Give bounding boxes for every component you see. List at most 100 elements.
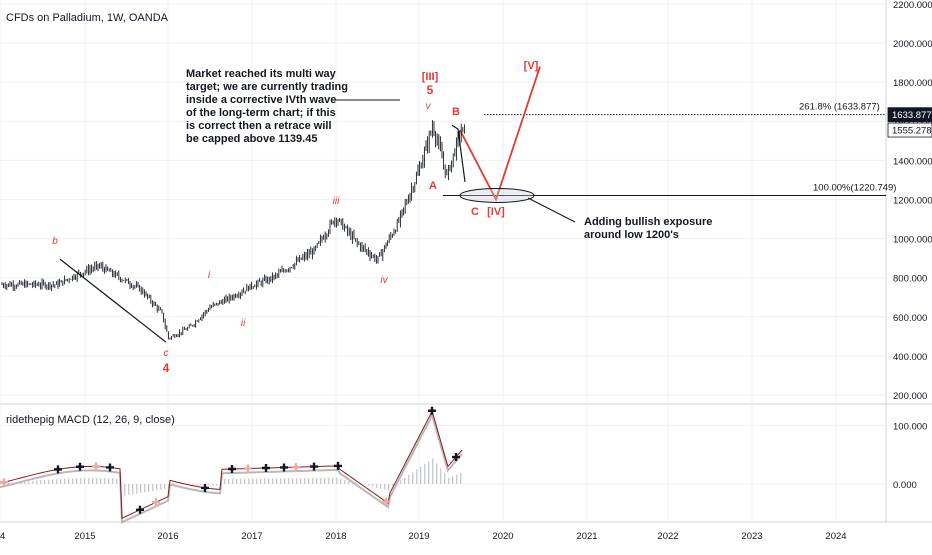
macd-histogram-bar: [392, 484, 393, 486]
price-tick-label: 2000.000: [893, 39, 932, 50]
time-tick-label: 2023: [741, 531, 762, 542]
macd-cross-marker: [244, 465, 252, 473]
macd-line: [0, 411, 462, 518]
drawings-layer: [60, 67, 886, 343]
macd-histogram-bar: [320, 478, 321, 484]
macd-histogram-bar: [88, 478, 89, 484]
macd-histogram-bar: [340, 479, 341, 484]
macd-histogram-bar: [456, 475, 457, 484]
macd-histogram-bar: [280, 478, 281, 484]
macd-histogram-bar: [48, 480, 49, 484]
wave-label: [III]: [422, 71, 439, 83]
macd-histogram-bar: [296, 478, 297, 484]
macd-histogram-bar: [416, 469, 417, 484]
note-line: be capped above 1139.45: [186, 133, 348, 146]
macd-histogram-bar: [140, 484, 141, 493]
macd-histogram-bar: [132, 484, 133, 494]
macd-histogram-bar: [388, 484, 389, 491]
macd-histogram-bar: [56, 479, 57, 484]
macd-cross-marker: [228, 465, 236, 473]
macd-tick-label: 100.000: [893, 421, 927, 432]
price-tick-label: 1200.000: [893, 196, 932, 207]
macd-histogram-bar: [276, 478, 277, 484]
macd-histogram-bar: [200, 484, 201, 485]
macd-histogram-bar: [100, 478, 101, 484]
wave-label: [IV]: [487, 206, 505, 218]
wave-label: B: [452, 106, 460, 118]
macd-histogram-bar: [96, 478, 97, 484]
macd-cross-marker: [76, 463, 84, 471]
fib-100-label: 100.00%(1220.749): [813, 182, 896, 193]
macd-histogram-bar: [368, 484, 369, 486]
macd-histogram-bar: [328, 478, 329, 484]
macd-histogram-bar: [424, 464, 425, 484]
macd-histogram-bar: [164, 484, 165, 489]
trend-line-b-c: [60, 259, 166, 342]
wave-label: iv: [380, 275, 388, 286]
price-tick-label: 800.000: [893, 274, 927, 285]
macd-cross-marker: [428, 407, 436, 415]
macd-histogram-bar: [408, 475, 409, 484]
macd-histogram-bar: [208, 484, 209, 485]
grid-layer: [0, 0, 886, 522]
macd-cross-marker: [280, 463, 288, 471]
wave-label: v: [426, 101, 432, 112]
wave-label: ii: [241, 318, 246, 329]
macd-histogram-bar: [412, 472, 413, 484]
macd-histogram-bar: [64, 479, 65, 484]
macd-histogram-bar: [112, 478, 113, 484]
time-tick-label: 2021: [576, 531, 597, 542]
wave-label: A: [429, 180, 437, 192]
note-line: target; we are currently trading: [186, 81, 348, 94]
time-tick-label: 2015: [74, 531, 95, 542]
note-line: of the long-term chart; if this: [186, 107, 348, 120]
price-tick-label: 600.000: [893, 313, 927, 324]
macd-histogram-bar: [372, 484, 373, 487]
macd-histogram-bar: [136, 484, 137, 494]
time-tick-label: 2017: [241, 531, 262, 542]
macd-histogram-bar: [428, 461, 429, 484]
price-tick-label: 1800.000: [893, 78, 932, 89]
price-tick-label: 200.000: [893, 391, 927, 402]
macd-histogram-bar: [76, 478, 77, 484]
macd-histogram-bar: [264, 478, 265, 484]
macd-histogram-bar: [80, 478, 81, 484]
macd-cross-marker: [292, 463, 300, 471]
macd-histogram-bar: [448, 478, 449, 484]
macd-histogram-bar: [300, 478, 301, 484]
note-line: Market reached its multi way: [186, 68, 348, 81]
macd-histogram-bar: [116, 478, 117, 484]
wave-b-c-path: [452, 125, 465, 182]
macd-histogram-bar: [104, 478, 105, 484]
macd-histogram-bar: [304, 478, 305, 484]
wave-label: 5: [427, 83, 434, 97]
macd-histogram-bar: [240, 479, 241, 484]
macd-histogram-bar: [460, 473, 461, 484]
macd-histogram-bar: [272, 478, 273, 484]
macd-histogram-bar: [284, 478, 285, 484]
time-tick-label: 2020: [492, 531, 513, 542]
macd-histogram-bar: [308, 478, 309, 484]
macd-histogram-bar: [252, 479, 253, 484]
macd-histogram-bar: [152, 484, 153, 491]
macd-cross-marker: [310, 463, 318, 471]
price-tag-label: 1555.278: [892, 126, 932, 137]
price-candles: [2, 120, 464, 340]
macd-histogram-bar: [192, 484, 193, 485]
note-line: Adding bullish exposure: [584, 216, 712, 229]
macd-indicator-title: ridethepig MACD (12, 26, 9, close): [6, 414, 175, 426]
macd-histogram-bar: [84, 478, 85, 484]
macd-histogram-bar: [160, 484, 161, 490]
macd-histogram-bar: [216, 484, 217, 486]
wave-label: C: [471, 206, 479, 218]
macd-histogram-bar: [292, 478, 293, 484]
macd-histogram-bar: [404, 478, 405, 484]
macd-histogram-bar: [268, 478, 269, 484]
macd-histogram-bar: [332, 478, 333, 484]
projected-wave-path: [460, 67, 540, 200]
wave-label: 4: [163, 361, 170, 375]
macd-histogram-bar: [228, 479, 229, 484]
macd-histogram-bar: [212, 484, 213, 486]
